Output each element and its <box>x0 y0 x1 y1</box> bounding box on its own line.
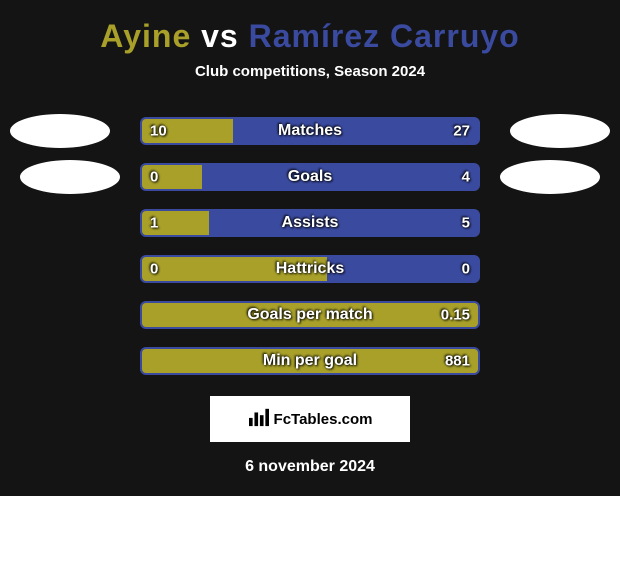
stat-value-left: 1 <box>150 215 158 232</box>
badge-text: FcTables.com <box>274 411 373 428</box>
date-label: 6 november 2024 <box>0 442 620 484</box>
stat-value-left: 10 <box>150 123 167 140</box>
source-badge: FcTables.com <box>210 396 410 442</box>
stat-bar: 00Hattricks <box>140 255 480 283</box>
stat-bar-fill <box>142 257 327 281</box>
stat-rows: 1027Matches04Goals15Assists00Hattricks0.… <box>0 108 620 384</box>
stat-bar: 04Goals <box>140 163 480 191</box>
stat-row: 0.15Goals per match <box>0 292 620 338</box>
stat-row: 15Assists <box>0 200 620 246</box>
stat-value-right: 5 <box>462 215 470 232</box>
stat-value-left: 0 <box>150 261 158 278</box>
stat-row: 1027Matches <box>0 108 620 154</box>
stat-row: 00Hattricks <box>0 246 620 292</box>
stat-value-right: 4 <box>462 169 470 186</box>
title-vs: vs <box>191 18 248 54</box>
stat-bar-fill <box>142 349 478 373</box>
title-player1: Ayine <box>100 18 191 54</box>
stat-value-right: 0 <box>462 261 470 278</box>
chart-icon <box>248 407 270 432</box>
stat-value-left: 0 <box>150 169 158 186</box>
stat-value-right: 27 <box>453 123 470 140</box>
subtitle: Club competitions, Season 2024 <box>0 63 620 108</box>
stat-row: 881Min per goal <box>0 338 620 384</box>
title-player2: Ramírez Carruyo <box>249 18 520 54</box>
stat-value-right: 881 <box>445 353 470 370</box>
stat-bar: 881Min per goal <box>140 347 480 375</box>
stat-bar-fill <box>142 303 478 327</box>
stat-row: 04Goals <box>0 154 620 200</box>
stat-value-right: 0.15 <box>441 307 470 324</box>
avatar-player1 <box>10 114 110 148</box>
page-title: Ayine vs Ramírez Carruyo <box>0 0 620 63</box>
avatar-player2 <box>500 160 600 194</box>
stat-bar: 15Assists <box>140 209 480 237</box>
comparison-panel: Ayine vs Ramírez Carruyo Club competitio… <box>0 0 620 496</box>
stat-bar: 0.15Goals per match <box>140 301 480 329</box>
stat-bar: 1027Matches <box>140 117 480 145</box>
avatar-player1 <box>20 160 120 194</box>
avatar-player2 <box>510 114 610 148</box>
